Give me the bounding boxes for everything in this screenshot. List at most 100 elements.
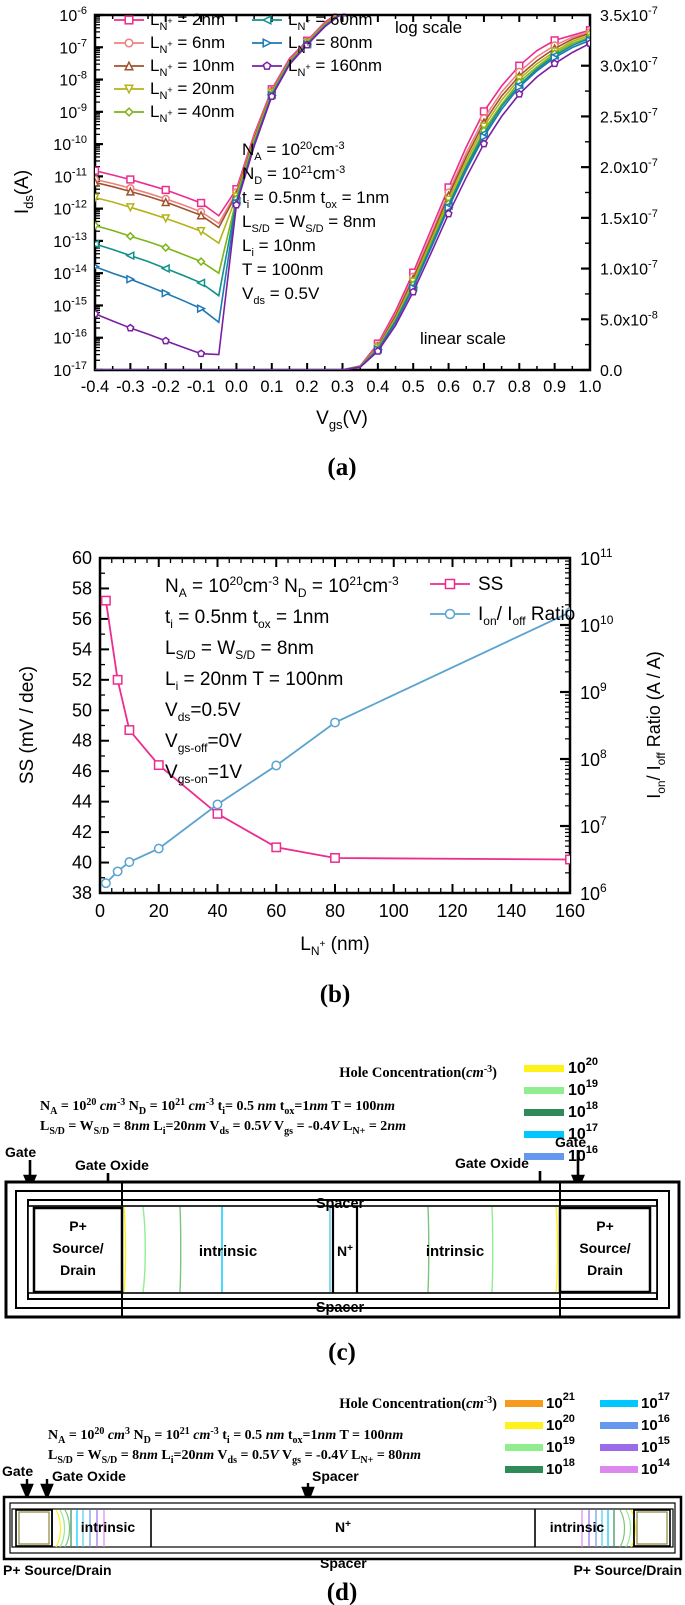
legend-b: SS Ion/ Ioff Ratio — [430, 574, 575, 628]
data-marker — [444, 203, 454, 213]
data-line — [95, 15, 338, 225]
data-line — [95, 15, 337, 217]
data-marker — [587, 7, 594, 14]
data-marker — [481, 7, 488, 14]
data-marker — [410, 7, 417, 14]
legend-label: LN+ = 60nm — [288, 10, 373, 33]
data-marker — [196, 210, 206, 220]
label-gate-d: Gate — [2, 1463, 33, 1479]
data-marker — [551, 7, 558, 14]
y-tick-label: 10-15 — [53, 295, 87, 315]
x-axis-title-a: Vgs(V) — [316, 408, 368, 432]
data-marker — [375, 7, 382, 13]
data-marker — [516, 7, 523, 14]
data-marker — [262, 37, 273, 49]
data-marker — [444, 578, 456, 590]
data-marker — [124, 15, 134, 25]
y-tick-label: 38 — [72, 883, 92, 903]
y2-tick-label: 3.0x10-7 — [600, 56, 658, 76]
data-marker — [95, 239, 100, 249]
y-tick-label: 40 — [72, 853, 92, 873]
data-marker — [374, 7, 381, 14]
data-marker — [373, 346, 382, 355]
data-marker — [125, 231, 135, 241]
data-marker — [551, 7, 558, 14]
data-marker — [123, 84, 135, 95]
label-sd-right-l2-c: Source/ — [579, 1240, 630, 1256]
annotation-param: ti = 0.5nm tox = 1nm — [242, 188, 389, 211]
annotation-param: NA = 1020cm-3 ND = 1021cm-3 — [165, 574, 399, 600]
legend-label: 1017 — [641, 1391, 670, 1412]
data-marker — [161, 196, 171, 207]
y-tick-label: 10-16 — [53, 328, 87, 348]
label-sd-left-l1-c: P+ — [69, 1218, 87, 1234]
legend-swatch — [524, 1065, 564, 1072]
data-marker — [481, 7, 488, 14]
data-line — [95, 15, 339, 229]
data-marker — [160, 263, 170, 274]
annotation-param: Vds = 0.5V — [242, 284, 320, 307]
label-intrinsic-right-d: intrinsic — [550, 1519, 605, 1535]
data-marker — [445, 7, 452, 14]
y2-tick-label: 5.0x10-8 — [600, 309, 658, 329]
data-marker — [100, 878, 111, 889]
annotation-param: NA = 1020cm-3 — [242, 140, 345, 163]
label-sd-right-l1-c: P+ — [596, 1218, 614, 1234]
data-marker — [125, 251, 135, 261]
data-marker — [195, 278, 206, 288]
data-marker — [374, 7, 381, 14]
legend-swatch — [600, 1444, 638, 1451]
x-tick-label: -0.4 — [81, 378, 109, 396]
data-marker — [267, 92, 276, 100]
legend-label: 1020 — [568, 1056, 598, 1077]
data-marker — [515, 82, 525, 92]
data-marker — [409, 287, 418, 296]
y2-tick-label: 106 — [580, 881, 607, 904]
annotation-param: Li = 20nm T = 100nm — [165, 669, 343, 693]
panel-a: -0.4 -0.3 -0.2 -0.1 0.0 0.1 0.2 0.3 0.4 0.5 0.6 0.7… — [0, 0, 685, 510]
legend-label: 1018 — [546, 1457, 575, 1478]
label-intrinsic-left-c: intrinsic — [199, 1243, 257, 1260]
data-marker — [271, 842, 282, 853]
legend-swatch — [524, 1153, 564, 1160]
x-tick-label: 40 — [207, 901, 227, 921]
data-marker — [124, 857, 135, 867]
hole-contours-c — [123, 1206, 559, 1293]
data-marker — [125, 203, 135, 213]
data-marker — [551, 7, 558, 14]
y-tick-label: 10-17 — [53, 360, 87, 380]
label-sd-left-l3-c: Drain — [60, 1262, 96, 1278]
x-tick-label: 0 — [95, 901, 105, 921]
data-line — [105, 600, 570, 861]
x-tick-label: 0.4 — [366, 378, 389, 396]
data-marker — [515, 89, 524, 98]
data-marker — [551, 7, 558, 14]
legend-label: Ion/ Ioff Ratio — [478, 604, 575, 628]
legend-swatch — [600, 1400, 638, 1407]
data-marker — [374, 7, 381, 14]
x-tick-label: 0.8 — [508, 378, 531, 396]
data-marker — [565, 854, 570, 865]
data-marker — [445, 7, 452, 14]
x-tick-label: 0.6 — [437, 378, 460, 396]
y-tick-label: 10-11 — [54, 166, 87, 186]
axes-a: -0.4 -0.3 -0.2 -0.1 0.0 0.1 0.2 0.3 0.4 0.5 0.6 0.7… — [53, 5, 658, 396]
x-tick-label: 80 — [325, 901, 345, 921]
y-axis-title-left-b: SS (mV / dec) — [17, 666, 38, 784]
data-marker — [516, 7, 522, 13]
data-marker — [377, 15, 378, 16]
y-tick-label: 46 — [72, 761, 92, 781]
y2-tick-label: 108 — [580, 747, 607, 770]
data-marker — [196, 349, 206, 358]
axes-b: 0 20 40 60 80 100 120 140 160 38 40 42 44 46 48 50 52 54 5… — [72, 546, 614, 921]
data-line — [95, 15, 339, 245]
y-tick-label: 10-10 — [53, 134, 87, 154]
legend-label: LN+ = 80nm — [288, 33, 373, 56]
x-tick-label: -0.2 — [151, 378, 179, 396]
annotations-a: log scale linear scale NA = 1020cm-3ND = 1… — [242, 18, 506, 348]
panel-label-d: (d) — [327, 1579, 358, 1605]
data-marker — [516, 7, 523, 14]
y2-tick-label: 109 — [580, 680, 607, 703]
